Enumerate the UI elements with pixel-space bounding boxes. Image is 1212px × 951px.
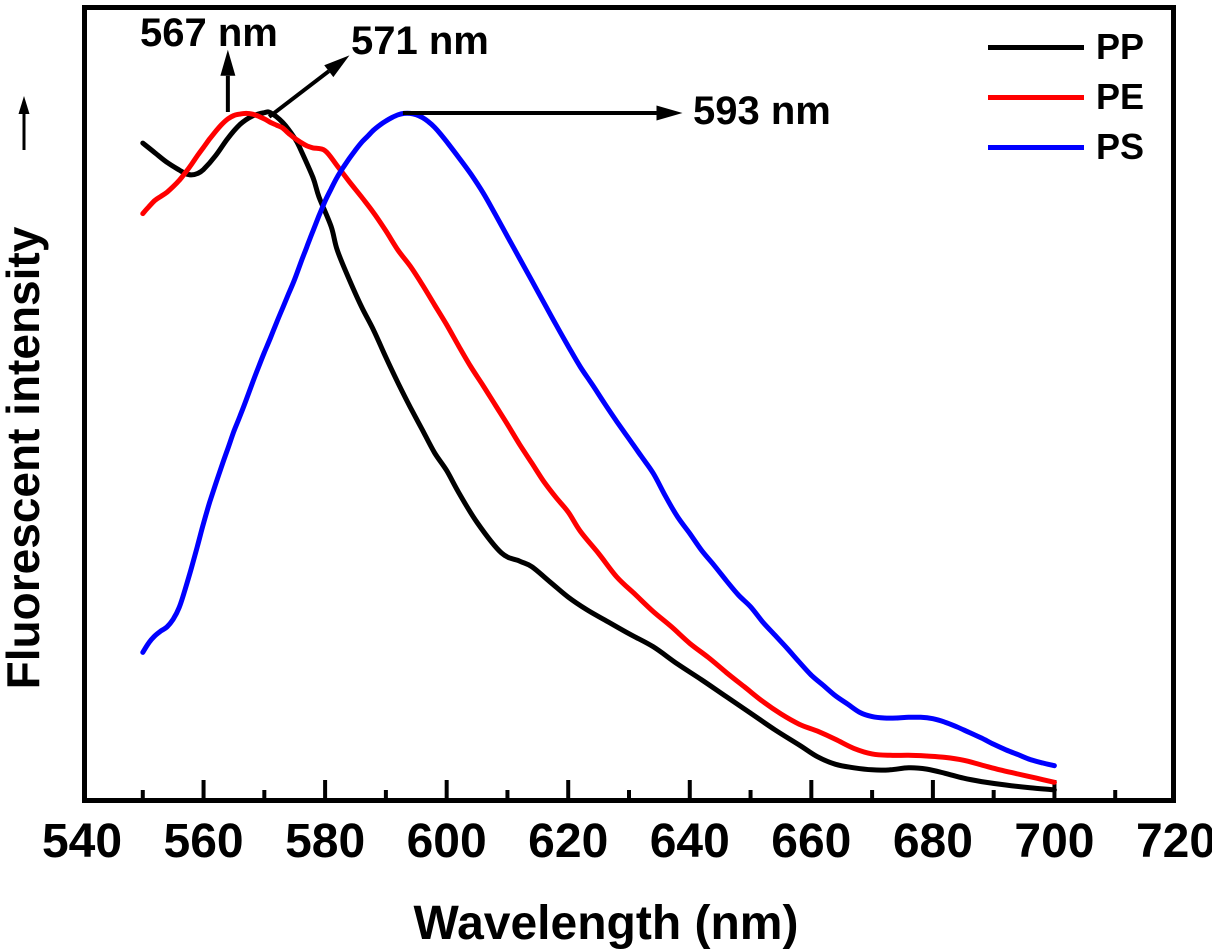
x-tick-label: 700 <box>1014 815 1095 868</box>
x-axis-title: Wavelength (nm) <box>413 897 799 950</box>
annotation-peak-pp-label: 571 nm <box>351 19 489 63</box>
annotation-peak-ps-label: 593 nm <box>693 89 831 133</box>
legend-item-pe: PE <box>988 72 1144 122</box>
legend-item-ps: PS <box>988 122 1144 172</box>
y-axis-title: Fluorescent intensity <box>0 226 49 690</box>
legend-line-pe <box>988 94 1084 100</box>
x-tick-label: 620 <box>528 815 609 868</box>
x-tick-label: 640 <box>649 815 730 868</box>
legend-label-pp: PP <box>1096 26 1145 67</box>
curve-pp <box>140 109 1057 793</box>
legend-item-pp: PP <box>988 22 1144 72</box>
curve-ps <box>140 110 1057 769</box>
legend-label-ps: PS <box>1096 126 1145 167</box>
legend-line-pp <box>988 44 1084 50</box>
legend-label-pe: PE <box>1096 76 1145 117</box>
x-tick-label: 540 <box>41 815 123 868</box>
x-tick-label: 560 <box>163 815 244 868</box>
legend: PP PE PS <box>988 22 1144 172</box>
x-tick-label: 580 <box>285 815 366 868</box>
curve-pe <box>140 110 1057 785</box>
legend-line-ps <box>988 144 1084 150</box>
x-tick-label: 720 <box>1135 815 1212 868</box>
x-tick-label: 680 <box>892 815 973 868</box>
x-tick-label: 600 <box>406 815 487 868</box>
annotation-peak-pe-label: 567 nm <box>140 11 278 55</box>
x-tick-label: 660 <box>771 815 852 868</box>
